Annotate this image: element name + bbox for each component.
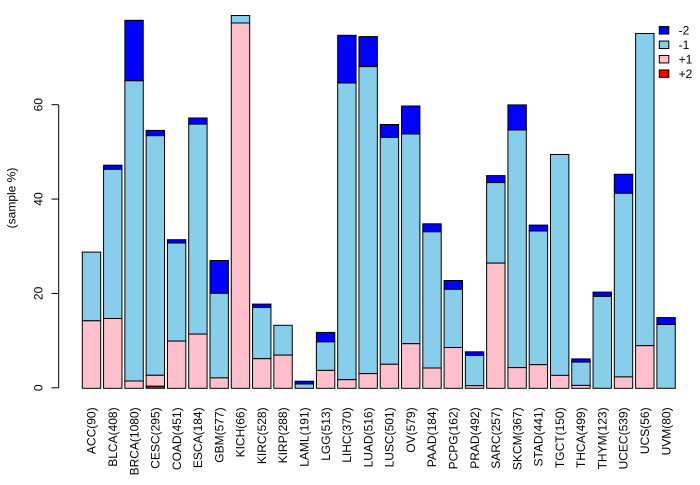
svg-text:OV(579): OV(579) [404,407,418,452]
svg-text:KIRP(288): KIRP(288) [276,407,290,463]
svg-text:KIRC(528): KIRC(528) [255,407,269,464]
svg-text:0: 0 [32,384,46,391]
svg-text:SKCM(367): SKCM(367) [510,407,524,470]
svg-text:TGCT(150): TGCT(150) [553,407,567,468]
svg-text:ACC(90): ACC(90) [85,407,99,454]
svg-text:ESCA(184): ESCA(184) [191,407,205,468]
svg-text:UCS(56): UCS(56) [638,407,652,454]
svg-text:SARC(257): SARC(257) [489,407,503,468]
svg-text:-1: -1 [679,38,690,52]
svg-text:BLCA(408): BLCA(408) [106,407,120,466]
svg-text:20: 20 [32,286,46,300]
svg-text:UCEC(539): UCEC(539) [617,407,631,469]
svg-text:LIHC(370): LIHC(370) [340,407,354,462]
svg-text:CESC(295): CESC(295) [149,407,163,468]
svg-text:LUSC(501): LUSC(501) [383,407,397,467]
svg-text:-2: -2 [679,24,690,38]
svg-text:(sample %): (sample %) [5,168,19,229]
svg-text:60: 60 [32,98,46,112]
svg-text:KICH(66): KICH(66) [234,407,248,457]
svg-text:LAML(191): LAML(191) [298,407,312,466]
svg-text:THYM(123): THYM(123) [595,407,609,469]
svg-text:PRAD(492): PRAD(492) [468,407,482,468]
svg-text:LUAD(516): LUAD(516) [361,407,375,467]
svg-text:PCPG(162): PCPG(162) [446,407,460,469]
svg-text:STAD(441): STAD(441) [532,407,546,466]
svg-text:+2: +2 [679,67,693,81]
svg-text:BRCA(1080): BRCA(1080) [127,407,141,475]
svg-text:UVM(80): UVM(80) [659,407,673,455]
svg-text:+1: +1 [679,53,693,67]
svg-text:THCA(499): THCA(499) [574,407,588,468]
svg-text:GBM(577): GBM(577) [212,407,226,462]
svg-text:COAD(451): COAD(451) [170,407,184,470]
svg-text:LGG(513): LGG(513) [319,407,333,460]
svg-text:40: 40 [32,192,46,206]
svg-text:PAAD(184): PAAD(184) [425,407,439,467]
